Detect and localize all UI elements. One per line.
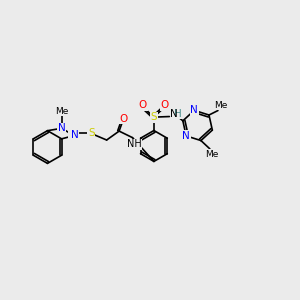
Text: N: N xyxy=(68,130,76,140)
Text: H: H xyxy=(174,109,182,118)
Text: Me: Me xyxy=(55,107,68,116)
Text: S: S xyxy=(151,112,157,122)
Text: O: O xyxy=(161,100,169,110)
Text: N: N xyxy=(58,123,66,133)
Text: Me: Me xyxy=(206,150,219,159)
Text: N: N xyxy=(182,131,190,141)
Text: Me: Me xyxy=(214,101,228,110)
Text: O: O xyxy=(119,114,128,124)
Text: N: N xyxy=(190,105,198,116)
Text: N: N xyxy=(71,130,79,140)
Text: N: N xyxy=(169,109,177,119)
Text: S: S xyxy=(88,128,94,139)
Text: NH: NH xyxy=(127,139,141,149)
Text: O: O xyxy=(139,100,147,110)
Text: N: N xyxy=(69,129,76,139)
